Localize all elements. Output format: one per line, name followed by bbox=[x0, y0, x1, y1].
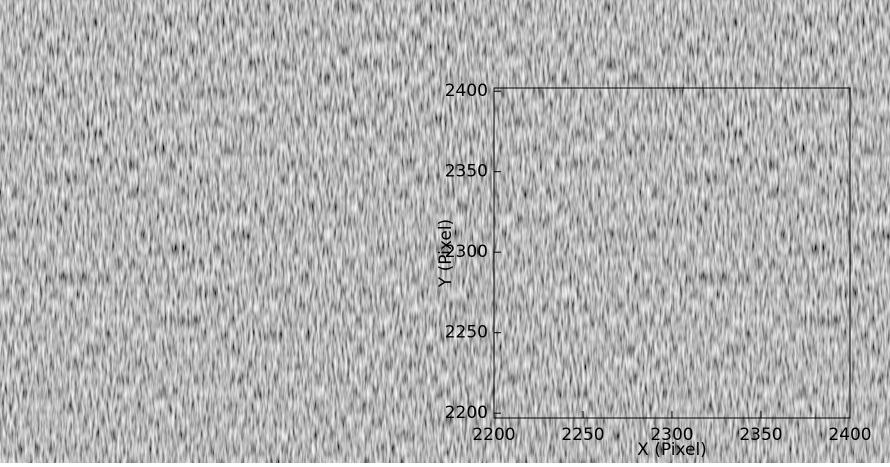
y-tick-label: 2350 bbox=[445, 162, 488, 182]
x-tick-label: 2250 bbox=[561, 425, 604, 445]
colorbar bbox=[519, 4, 863, 23]
colorbar-tick-label: 1.07 bbox=[275, 31, 313, 51]
x-tick-label: 2200 bbox=[472, 425, 515, 445]
x-axis-label: X (Pixel) bbox=[225, 440, 295, 460]
y-tick-label: 3000 bbox=[39, 190, 82, 210]
colorbar-tick-label: 1.25 bbox=[843, 31, 881, 51]
colorbar-tick-label: 0.79 bbox=[138, 31, 176, 51]
x-tick-label: 3000 bbox=[277, 425, 320, 445]
y-tick-label: 1000 bbox=[39, 331, 82, 351]
colorbar-tick-label: 0.95 bbox=[638, 31, 676, 51]
colorbar bbox=[87, 4, 433, 23]
flat-field-image bbox=[91, 88, 421, 418]
y-tick-label: 2400 bbox=[445, 81, 488, 101]
colorbar-tick-label: 0.85 bbox=[569, 31, 607, 51]
highlight-box bbox=[241, 241, 258, 258]
colorbar-tick-label: 1.35 bbox=[413, 31, 451, 51]
x-tick-label: 0 bbox=[83, 425, 94, 445]
x-tick-label: 2300 bbox=[650, 425, 693, 445]
chart-title: The WST in-flight flat field bbox=[136, 64, 384, 86]
y-tick-label: 2200 bbox=[445, 403, 488, 423]
chart-title: The WST in-flight flat field bbox=[548, 64, 796, 86]
x-tick-label: 2400 bbox=[828, 425, 871, 445]
x-tick-label: 2350 bbox=[739, 425, 782, 445]
colorbar-tick-label: 1.21 bbox=[344, 31, 382, 51]
y-axis-label: Y (Pixel) bbox=[436, 219, 456, 288]
colorbar-tick-label: 1.05 bbox=[706, 31, 744, 51]
plot-frame bbox=[87, 87, 433, 419]
x-tick-label: 1000 bbox=[137, 425, 180, 445]
y-axis-label: Y (Pixel) bbox=[6, 219, 26, 288]
y-tick-label: 2000 bbox=[39, 261, 82, 281]
y-tick-label: 0 bbox=[71, 401, 82, 421]
colorbar-tick-label: 0.65 bbox=[69, 31, 107, 51]
flat-field-image bbox=[494, 88, 850, 418]
colorbar-tick-label: 0.93 bbox=[207, 31, 245, 51]
y-tick-label: 2300 bbox=[445, 242, 488, 262]
x-axis-label: X (Pixel) bbox=[637, 440, 707, 460]
x-tick-label: 2000 bbox=[207, 425, 250, 445]
x-tick-label: 4000 bbox=[347, 425, 390, 445]
y-tick-label: 4000 bbox=[39, 120, 82, 140]
colorbar-tick-label: 1.15 bbox=[775, 31, 813, 51]
y-tick-label: 2250 bbox=[445, 323, 488, 343]
colorbar-tick-label: 0.75 bbox=[501, 31, 539, 51]
